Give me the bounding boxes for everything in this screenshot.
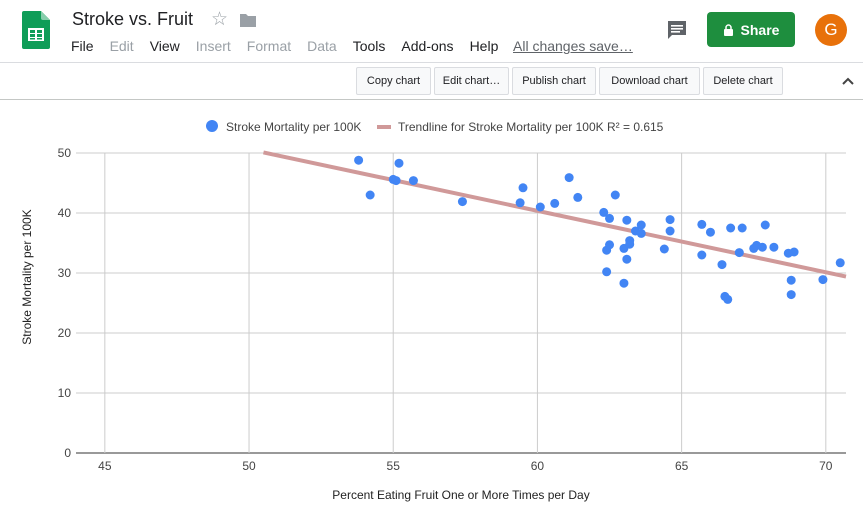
data-point[interactable] (391, 176, 401, 186)
scatter-chart[interactable]: Stroke Mortality per 100K Trendline for … (0, 101, 863, 519)
data-point[interactable] (835, 258, 845, 268)
data-point[interactable] (605, 213, 615, 223)
data-point[interactable] (723, 294, 733, 304)
data-points (354, 155, 845, 304)
data-point[interactable] (365, 190, 375, 200)
share-label: Share (740, 21, 780, 38)
data-point[interactable] (518, 183, 528, 193)
data-point[interactable] (622, 254, 632, 264)
delete-chart-button[interactable]: Delete chart (703, 67, 783, 95)
sheets-logo-icon[interactable] (22, 11, 50, 49)
data-point[interactable] (394, 158, 404, 168)
legend-series-label: Stroke Mortality per 100K (226, 120, 361, 134)
x-axis-label: Percent Eating Fruit One or More Times p… (332, 488, 589, 502)
y-tick-label: 40 (58, 206, 72, 220)
menu-help[interactable]: Help (469, 38, 499, 54)
y-axis-label: Stroke Mortality per 100K (20, 209, 34, 344)
trendline-layer (263, 150, 847, 279)
data-point[interactable] (737, 223, 747, 233)
data-point[interactable] (659, 244, 669, 254)
x-tick-label: 50 (242, 459, 256, 473)
y-tick-label: 50 (58, 146, 72, 160)
x-tick-label: 45 (98, 459, 112, 473)
chevron-up-icon[interactable] (839, 72, 857, 90)
y-tick-label: 20 (58, 326, 72, 340)
data-point[interactable] (619, 278, 629, 288)
data-point[interactable] (625, 239, 635, 249)
data-point[interactable] (769, 242, 779, 252)
data-point[interactable] (457, 197, 467, 207)
chart-legend[interactable]: Stroke Mortality per 100K Trendline for … (206, 120, 664, 134)
chart-canvas: Stroke Mortality per 100K Trendline for … (20, 120, 847, 502)
comment-icon[interactable] (666, 19, 688, 41)
menu-addons[interactable]: Add-ons (401, 38, 454, 54)
x-tick-label: 65 (675, 459, 689, 473)
data-point[interactable] (564, 173, 574, 183)
download-chart-button[interactable]: Download chart (599, 67, 700, 95)
menu-data[interactable]: Data (307, 38, 337, 54)
data-point[interactable] (697, 250, 707, 260)
data-point[interactable] (622, 215, 632, 225)
app-header: Stroke vs. Fruit ☆ File Edit View Insert… (0, 0, 863, 63)
data-point[interactable] (818, 275, 828, 285)
data-point[interactable] (602, 267, 612, 277)
data-point[interactable] (665, 226, 675, 236)
legend-series-marker (206, 120, 218, 132)
x-tick-label: 60 (531, 459, 545, 473)
y-tick-label: 0 (64, 446, 71, 460)
star-icon[interactable]: ☆ (211, 9, 229, 30)
chart-ticks: 0 10 20 30 40 50 45 50 55 60 65 70 (58, 146, 833, 473)
data-point[interactable] (705, 227, 715, 237)
data-point[interactable] (717, 260, 727, 270)
menu-insert[interactable]: Insert (195, 38, 231, 54)
menu-tools[interactable]: Tools (352, 38, 386, 54)
data-point[interactable] (408, 176, 418, 186)
menu-format[interactable]: Format (246, 38, 292, 54)
data-point[interactable] (786, 290, 796, 300)
save-status-link[interactable]: All changes save… (513, 38, 633, 54)
data-point[interactable] (599, 207, 609, 217)
y-tick-label: 30 (58, 266, 72, 280)
data-point[interactable] (610, 190, 620, 200)
data-point[interactable] (605, 240, 615, 250)
data-point[interactable] (789, 247, 799, 257)
data-point[interactable] (726, 223, 736, 233)
folder-icon[interactable] (239, 12, 257, 28)
menu-view[interactable]: View (149, 38, 180, 54)
copy-chart-button[interactable]: Copy chart (356, 67, 431, 95)
x-tick-label: 70 (819, 459, 833, 473)
avatar[interactable]: G (815, 14, 847, 46)
data-point[interactable] (636, 220, 646, 230)
edit-chart-button[interactable]: Edit chart… (434, 67, 509, 95)
legend-trendline-label: Trendline for Stroke Mortality per 100K … (398, 120, 664, 134)
data-point[interactable] (550, 198, 560, 208)
data-point[interactable] (665, 215, 675, 225)
data-point[interactable] (760, 220, 770, 230)
chart-toolbar: Copy chart Edit chart… Publish chart Dow… (0, 63, 863, 100)
y-tick-label: 10 (58, 386, 72, 400)
data-point[interactable] (734, 248, 744, 258)
data-point[interactable] (535, 202, 545, 212)
data-point[interactable] (786, 275, 796, 285)
publish-chart-button[interactable]: Publish chart (512, 67, 596, 95)
document-title[interactable]: Stroke vs. Fruit (72, 9, 194, 29)
share-button[interactable]: Share (707, 12, 795, 47)
data-point[interactable] (636, 228, 646, 238)
chart-grid (76, 152, 846, 454)
data-point[interactable] (757, 242, 767, 252)
trendline[interactable] (263, 150, 847, 279)
menu-file[interactable]: File (71, 38, 94, 54)
data-point[interactable] (515, 198, 525, 208)
lock-icon (723, 23, 733, 36)
menu-edit[interactable]: Edit (109, 38, 134, 54)
menu-bar: File Edit View Insert Format Data Tools … (71, 38, 514, 56)
data-point[interactable] (573, 192, 583, 202)
data-point[interactable] (354, 155, 364, 165)
data-point[interactable] (697, 219, 707, 229)
x-tick-label: 55 (387, 459, 401, 473)
